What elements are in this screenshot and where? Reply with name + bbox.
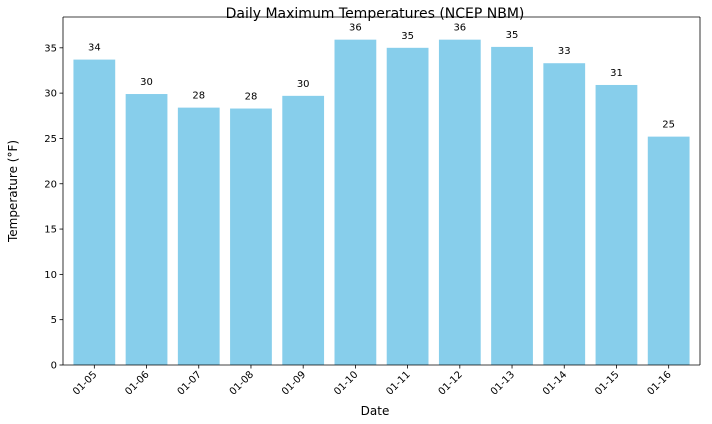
x-axis-label: Date (361, 404, 390, 418)
x-tick-label: 01-08 (228, 369, 256, 397)
y-tick-label: 15 (44, 225, 57, 236)
bar (543, 63, 586, 365)
y-tick-label: 20 (44, 179, 57, 190)
y-tick-label: 30 (44, 89, 57, 100)
x-tick-label: 01-16 (645, 369, 673, 397)
bar (334, 39, 377, 365)
y-axis-label: Temperature (°F) (6, 140, 20, 243)
x-tick-label: 01-13 (489, 369, 517, 397)
y-tick-label: 5 (51, 315, 57, 326)
x-tick-label: 01-06 (123, 369, 151, 397)
value-label: 28 (245, 92, 258, 103)
x-tick-label: 01-10 (332, 369, 360, 397)
value-label: 36 (349, 23, 362, 34)
y-tick-label: 25 (44, 134, 57, 145)
bar (230, 108, 272, 365)
x-tick-label: 01-11 (384, 369, 412, 397)
x-tick-label: 01-07 (176, 369, 204, 397)
bar (647, 136, 690, 365)
x-tick-label: 01-05 (71, 369, 99, 397)
value-label: 31 (610, 68, 623, 79)
y-tick-label: 35 (44, 43, 57, 54)
bar (491, 46, 533, 365)
bar (177, 107, 220, 365)
y-tick-label: 10 (44, 270, 57, 281)
value-label: 35 (506, 30, 519, 41)
value-label: 35 (401, 31, 414, 42)
value-label: 33 (558, 46, 571, 57)
bar (386, 47, 429, 365)
bar (595, 84, 638, 365)
y-tick-label: 0 (51, 361, 57, 372)
value-label: 25 (662, 120, 675, 131)
bar (125, 94, 168, 365)
value-label: 28 (192, 91, 205, 102)
value-label: 30 (140, 77, 153, 88)
bar (438, 39, 481, 365)
bar (73, 59, 116, 365)
value-label: 34 (88, 43, 101, 54)
value-label: 30 (297, 79, 310, 90)
x-tick-label: 01-09 (280, 369, 308, 397)
chart-title: Daily Maximum Temperatures (NCEP NBM) (226, 6, 525, 22)
x-tick-label: 01-15 (593, 369, 621, 397)
bar (282, 95, 325, 365)
x-tick-label: 01-14 (541, 369, 569, 397)
value-label: 36 (453, 23, 466, 34)
x-tick-label: 01-12 (437, 369, 465, 397)
